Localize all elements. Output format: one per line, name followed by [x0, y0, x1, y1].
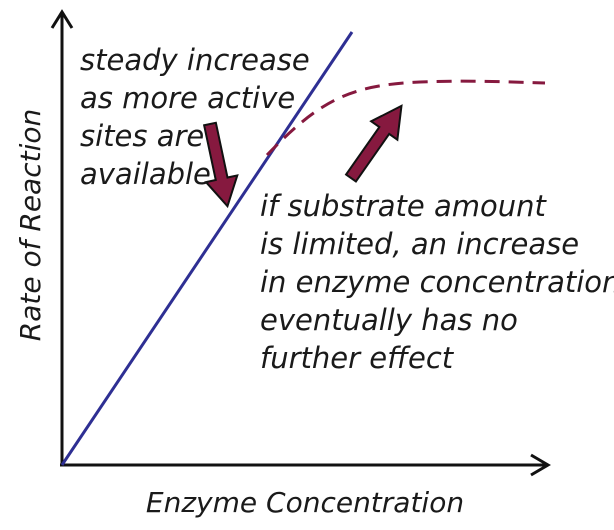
right-note-line: if substrate amount [260, 189, 548, 223]
right-note-line: in enzyme concentration [260, 265, 614, 299]
x-axis-arrowhead [530, 453, 551, 477]
y-axis-arrowhead [50, 9, 74, 29]
x-axis-label: Enzyme Concentration [146, 486, 464, 519]
y-axis-label: Rate of Reaction [14, 109, 47, 341]
down-arrow-icon [202, 121, 239, 209]
right-note-line: further effect [260, 341, 455, 375]
plateau-dashed-curve [265, 79, 546, 157]
left-note-line: available [80, 157, 211, 191]
linear-increase-line [60, 31, 354, 466]
left-note-line: steady increase [80, 43, 310, 77]
right-annotation: if substrate amount is limited, an incre… [260, 189, 614, 375]
left-note-line: as more active [80, 81, 295, 115]
left-annotation: steady increase as more active sites are… [80, 43, 310, 191]
left-note-line: sites are [80, 119, 204, 153]
right-note-line: is limited, an increase [260, 227, 579, 261]
up-arrow-icon [344, 104, 403, 183]
right-note-line: eventually has no [260, 303, 518, 337]
